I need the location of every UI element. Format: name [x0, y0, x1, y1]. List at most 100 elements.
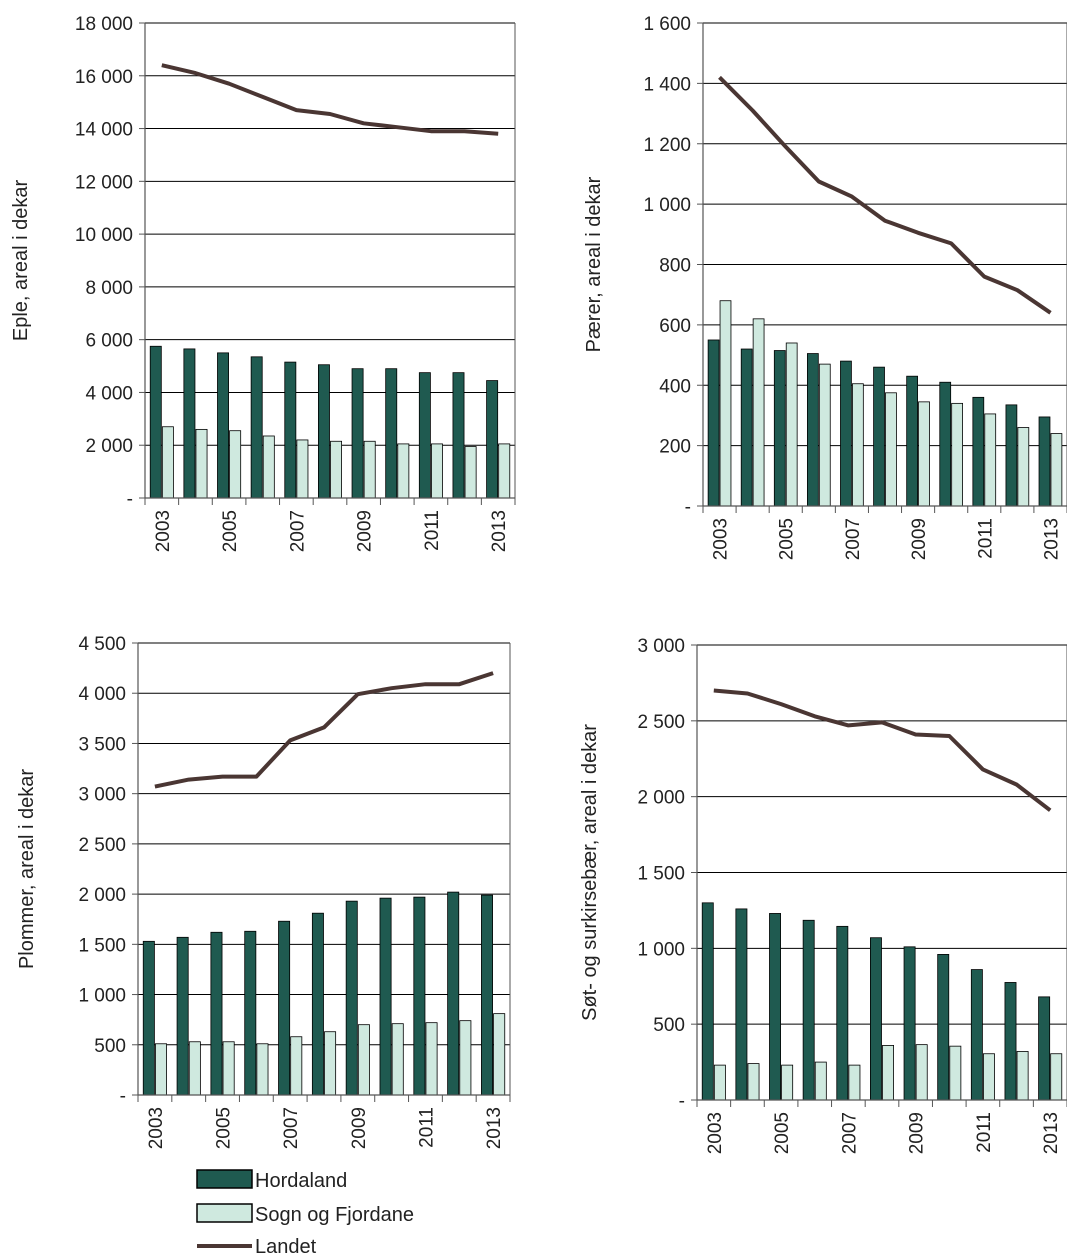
x-tick-label: 2013	[1041, 1112, 1062, 1154]
y-tick-label: 4 000	[85, 383, 133, 404]
bar-sogn-og-fjordane	[431, 443, 443, 499]
y-tick-label: 8 000	[85, 278, 133, 299]
legend-swatch-sogn-og-fjordane	[196, 1203, 253, 1223]
y-tick-label: 1 500	[78, 935, 126, 956]
bar-hordaland	[210, 931, 223, 1096]
bar-sogn-og-fjordane	[818, 363, 831, 507]
bar-sogn-og-fjordane	[713, 1064, 726, 1101]
x-tick-label: 2005	[220, 510, 241, 552]
bar-hordaland	[836, 925, 849, 1101]
bar-sogn-og-fjordane	[290, 1036, 303, 1096]
bar-sogn-og-fjordane	[984, 413, 997, 507]
bar-sogn-og-fjordane	[262, 435, 275, 499]
x-tick-label: 2009	[907, 1112, 928, 1154]
bar-hordaland	[1038, 416, 1051, 507]
y-axis-title: Pærer, areal i dekar	[583, 176, 605, 352]
bar-hordaland	[903, 946, 916, 1101]
y-tick-label: 1 000	[637, 939, 685, 960]
x-tick-label: 2007	[281, 1107, 302, 1149]
legend-label-sogn-og-fjordane: Sogn og Fjordane	[255, 1204, 414, 1226]
x-tick-label: 2013	[1041, 518, 1062, 560]
bar-sogn-og-fjordane	[1016, 1051, 1029, 1101]
bar-hordaland	[972, 396, 985, 507]
bar-sogn-og-fjordane	[814, 1061, 827, 1101]
legend-label-hordaland: Hordaland	[255, 1170, 347, 1192]
y-tick-label: 600	[659, 316, 691, 337]
bar-sogn-og-fjordane	[357, 1024, 370, 1096]
y-tick-label: 500	[94, 1036, 126, 1057]
bar-sogn-og-fjordane	[918, 401, 930, 507]
y-tick-label: 6 000	[85, 331, 133, 352]
x-tick-label: 2013	[484, 1107, 505, 1149]
y-tick-label: 1 500	[637, 864, 685, 885]
x-tick-label: 2003	[705, 1112, 726, 1154]
bar-hordaland	[1004, 982, 1017, 1101]
x-tick-label: 2013	[489, 510, 510, 552]
x-tick-label: 2011	[422, 510, 443, 551]
bar-hordaland	[345, 900, 358, 1096]
bar-hordaland	[701, 902, 714, 1101]
bar-hordaland	[1038, 996, 1051, 1101]
bar-hordaland	[379, 897, 392, 1096]
y-tick-label: -	[679, 1091, 685, 1112]
y-tick-label: 1 000	[78, 986, 126, 1007]
x-tick-label: 2005	[214, 1107, 235, 1149]
y-axis-title: Plommer, areal i dekar	[16, 769, 38, 969]
bar-sogn-og-fjordane	[1050, 433, 1063, 507]
bar-sogn-og-fjordane	[425, 1022, 438, 1096]
y-tick-label: 2 500	[78, 835, 126, 856]
bar-hordaland	[447, 891, 460, 1096]
bar-sogn-og-fjordane	[498, 443, 511, 499]
bar-hordaland	[806, 353, 819, 507]
y-tick-label: 14 000	[75, 120, 133, 141]
bar-hordaland	[970, 969, 983, 1101]
bar-sogn-og-fjordane	[852, 383, 864, 507]
y-axis-title: Eple, areal i dekar	[10, 180, 32, 342]
line-landet	[718, 75, 1052, 315]
line-landet	[154, 671, 494, 789]
y-tick-label: 3 000	[78, 785, 126, 806]
bar-sogn-og-fjordane	[464, 446, 477, 499]
x-tick-label: 2007	[839, 1112, 860, 1154]
y-tick-label: 2 000	[85, 436, 133, 457]
bar-hordaland	[413, 896, 426, 1096]
y-tick-label: 1 200	[643, 135, 691, 156]
x-tick-label: 2007	[843, 518, 864, 560]
bar-sogn-og-fjordane	[256, 1043, 269, 1096]
bar-sogn-og-fjordane	[915, 1044, 928, 1101]
bar-sogn-og-fjordane	[188, 1041, 201, 1096]
bar-sogn-og-fjordane	[222, 1041, 235, 1096]
y-tick-label: 3 500	[78, 734, 126, 755]
bar-hordaland	[278, 920, 291, 1096]
y-axis-title: Søt- og surkirsebær, areal i dekar	[579, 724, 601, 1021]
y-tick-label: 200	[659, 437, 691, 458]
x-tick-label: 2011	[974, 1112, 995, 1153]
x-tick-label: 2009	[349, 1107, 370, 1149]
legend-swatch-hordaland	[196, 1169, 253, 1189]
bar-hordaland	[735, 908, 748, 1101]
bar-hordaland	[939, 381, 952, 507]
legend: Hordaland Sogn og Fjordane Landet	[196, 1169, 414, 1256]
bar-hordaland	[452, 372, 465, 499]
x-tick-label: 2007	[287, 510, 308, 552]
bar-hordaland	[244, 930, 257, 1096]
bar-hordaland	[707, 339, 720, 507]
bar-hordaland	[317, 364, 330, 499]
x-tick-label: 2009	[909, 518, 930, 560]
bar-sogn-og-fjordane	[752, 318, 765, 507]
x-tick-label: 2003	[153, 510, 174, 552]
bar-sogn-og-fjordane	[951, 402, 964, 507]
bar-sogn-og-fjordane	[493, 1013, 506, 1096]
x-tick-label: 2011	[416, 1107, 437, 1148]
chart-paerer: - 200 400 600 800 1 000 1 200 1 400 1 600 2003 200…	[583, 14, 1067, 560]
y-tick-label: 4 000	[78, 684, 126, 705]
bar-sogn-og-fjordane	[747, 1063, 760, 1101]
bar-hordaland	[873, 366, 885, 507]
bar-hordaland	[183, 348, 196, 499]
line-landet	[161, 63, 499, 136]
bar-hordaland	[937, 954, 950, 1101]
bar-sogn-og-fjordane	[781, 1064, 794, 1101]
bar-sogn-og-fjordane	[949, 1045, 962, 1101]
bar-hordaland	[870, 937, 882, 1101]
